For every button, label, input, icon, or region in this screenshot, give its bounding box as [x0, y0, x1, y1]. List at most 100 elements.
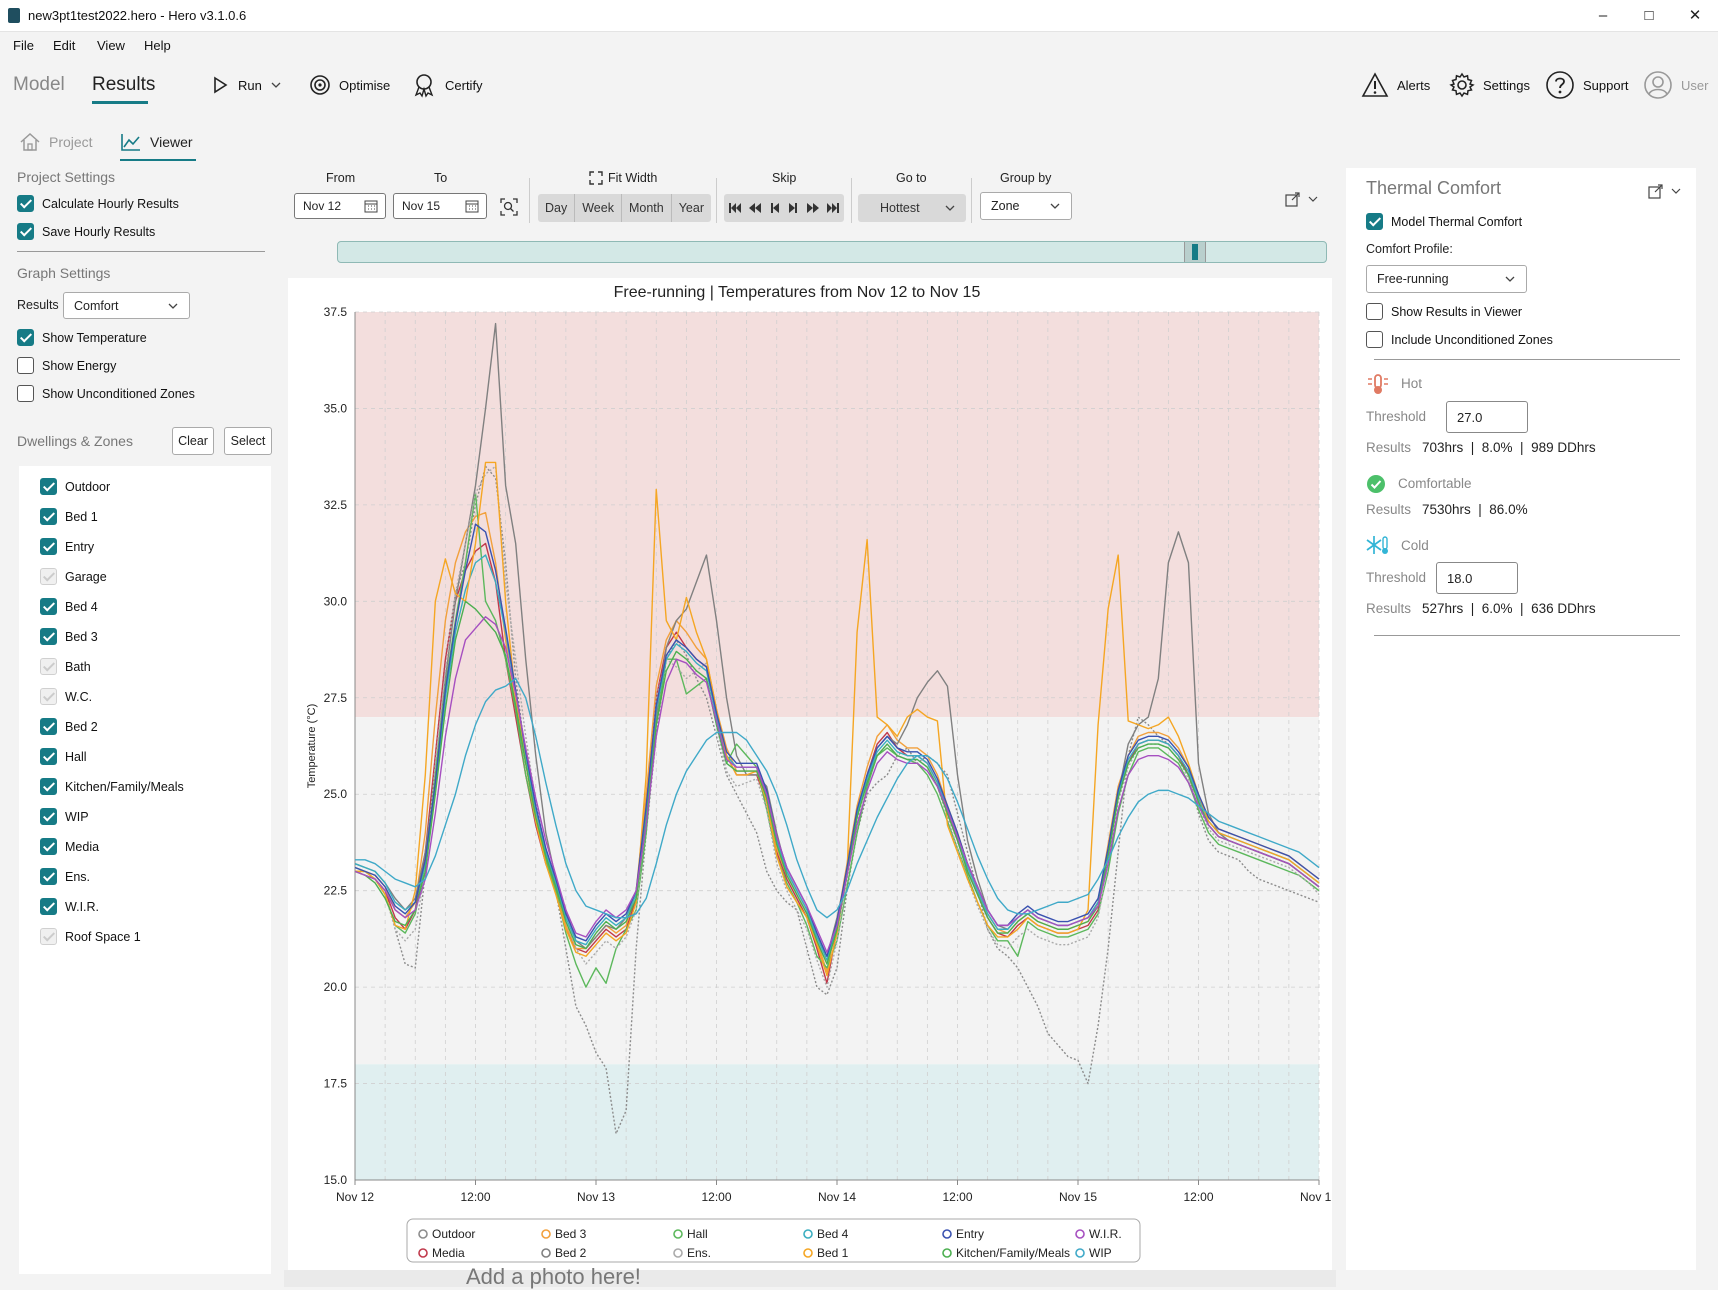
period-year[interactable]: Year	[678, 201, 704, 215]
zone-item[interactable]: Hall	[40, 748, 87, 765]
menu-file[interactable]: File	[13, 38, 34, 53]
zone-item[interactable]: Bed 2	[40, 718, 98, 735]
y-tick-label: 35.0	[324, 401, 348, 415]
cold-threshold-input[interactable]: 18.0	[1436, 562, 1518, 594]
zone-checkbox[interactable]	[40, 598, 57, 615]
calendar-icon[interactable]	[465, 199, 479, 213]
x-tick-label: Nov 14	[818, 1190, 856, 1204]
series-line-wip	[355, 677, 1320, 919]
period-month[interactable]: Month	[622, 194, 672, 222]
dwellings-zones-title: Dwellings & Zones	[17, 433, 133, 449]
zone-item[interactable]: Bath	[40, 658, 91, 675]
optimise-button[interactable]: Optimise	[309, 70, 390, 100]
zone-checkbox[interactable]	[40, 718, 57, 735]
export-icon[interactable]	[1648, 183, 1682, 199]
select-button[interactable]: Select	[224, 427, 272, 455]
y-tick-label: 25.0	[324, 787, 348, 801]
zone-item[interactable]: W.I.R.	[40, 898, 99, 915]
checkbox[interactable]	[17, 357, 34, 374]
from-label: From	[326, 171, 356, 185]
zone-checkbox[interactable]	[40, 508, 57, 525]
zone-checkbox[interactable]	[40, 808, 57, 825]
subtab-viewer[interactable]: Viewer	[120, 132, 193, 152]
user-button[interactable]: User	[1643, 70, 1708, 100]
alerts-button[interactable]: Alerts	[1361, 70, 1430, 100]
hot-threshold-input[interactable]: 27.0	[1446, 401, 1528, 433]
show-results-viewer-checkbox[interactable]: Show Results in Viewer	[1366, 303, 1522, 320]
zone-item[interactable]: Media	[40, 838, 99, 855]
zone-item[interactable]: Kitchen/Family/Meals	[40, 778, 184, 795]
clear-button[interactable]: Clear	[172, 427, 214, 455]
checkbox[interactable]	[17, 329, 34, 346]
maximize-button[interactable]: □	[1644, 7, 1654, 24]
zone-item[interactable]: Ens.	[40, 868, 90, 885]
zone-item[interactable]: Bed 4	[40, 598, 98, 615]
goto-select[interactable]: Hottest	[858, 194, 966, 222]
step-back-icon[interactable]	[769, 202, 781, 214]
menu-view[interactable]: View	[97, 38, 125, 53]
checkbox[interactable]	[1366, 331, 1383, 348]
zone-item[interactable]: Outdoor	[40, 478, 110, 495]
menu-edit[interactable]: Edit	[53, 38, 76, 53]
menu-help[interactable]: Help	[144, 38, 171, 53]
show-temperature-checkbox[interactable]: Show Temperature	[17, 329, 147, 346]
to-date-input[interactable]: Nov 15	[393, 193, 487, 219]
group-by-select[interactable]: Zone	[980, 192, 1072, 220]
close-button[interactable]: ✕	[1688, 7, 1702, 24]
calc-hourly-checkbox[interactable]: Calculate Hourly Results	[17, 195, 179, 212]
from-date-input[interactable]: Nov 12	[294, 193, 386, 219]
settings-button[interactable]: Settings	[1449, 70, 1530, 100]
model-thermal-checkbox[interactable]: Model Thermal Comfort	[1366, 213, 1522, 230]
slider-handle[interactable]	[1184, 242, 1206, 262]
subtab-project[interactable]: Project	[19, 132, 93, 152]
export-icon[interactable]	[1285, 191, 1319, 207]
checkbox[interactable]	[1366, 213, 1383, 230]
zone-label: Bed 1	[65, 509, 98, 524]
zone-item[interactable]: Entry	[40, 538, 94, 555]
certify-button[interactable]: Certify	[411, 70, 483, 100]
tab-model[interactable]: Model	[13, 74, 65, 95]
zone-checkbox[interactable]	[40, 898, 57, 915]
skip-last-icon[interactable]	[826, 202, 840, 214]
run-button[interactable]: Run	[210, 70, 282, 100]
comfort-profile-select[interactable]: Free-running	[1366, 265, 1527, 293]
include-unconditioned-checkbox[interactable]: Include Unconditioned Zones	[1366, 331, 1553, 348]
show-energy-checkbox[interactable]: Show Energy	[17, 357, 116, 374]
zone-checkbox[interactable]	[40, 778, 57, 795]
zone-checkbox[interactable]	[40, 748, 57, 765]
minimize-button[interactable]: –	[1598, 7, 1608, 24]
play-icon	[214, 76, 228, 94]
zone-item[interactable]: Garage	[40, 568, 107, 585]
zoom-fit-icon[interactable]	[500, 198, 518, 216]
skip-first-icon[interactable]	[728, 202, 742, 214]
checkbox[interactable]	[17, 385, 34, 402]
fast-forward-icon[interactable]	[806, 202, 820, 214]
rewind-icon[interactable]	[748, 202, 762, 214]
support-button[interactable]: Support	[1545, 70, 1629, 100]
zone-item[interactable]: Roof Space 1	[40, 928, 141, 945]
save-hourly-checkbox[interactable]: Save Hourly Results	[17, 223, 155, 240]
zone-item[interactable]: Bed 3	[40, 628, 98, 645]
calendar-icon[interactable]	[364, 199, 378, 213]
checkbox[interactable]	[17, 223, 34, 240]
zone-checkbox[interactable]	[40, 868, 57, 885]
zone-item[interactable]: Bed 1	[40, 508, 98, 525]
zone-item[interactable]: WIP	[40, 808, 89, 825]
zone-checkbox[interactable]	[40, 838, 57, 855]
show-unconditioned-checkbox[interactable]: Show Unconditioned Zones	[17, 385, 195, 402]
window-title: new3pt1test2022.hero - Hero v3.1.0.6	[28, 8, 247, 23]
checkbox[interactable]	[17, 195, 34, 212]
zone-checkbox[interactable]	[40, 628, 57, 645]
period-week[interactable]: Week	[575, 194, 622, 222]
step-forward-icon[interactable]	[787, 202, 799, 214]
tab-results[interactable]: Results	[92, 74, 156, 95]
fit-width-button[interactable]: Fit Width	[589, 171, 657, 185]
zone-checkbox[interactable]	[40, 538, 57, 555]
checkbox[interactable]	[1366, 303, 1383, 320]
x-tick-label: 12:00	[942, 1190, 972, 1204]
zone-item[interactable]: W.C.	[40, 688, 92, 705]
results-select[interactable]: Comfort	[63, 292, 190, 319]
time-range-slider[interactable]	[337, 241, 1327, 263]
period-day[interactable]: Day	[538, 194, 576, 222]
zone-checkbox[interactable]	[40, 478, 57, 495]
